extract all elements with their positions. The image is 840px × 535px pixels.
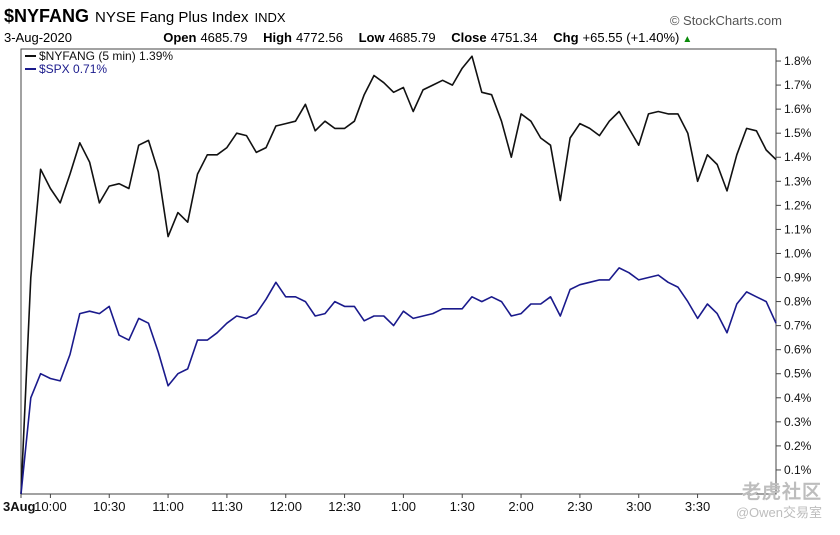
- watermark-brand: 老虎社区: [741, 482, 822, 503]
- y-tick-label: 1.3%: [784, 174, 812, 188]
- y-tick-label: 1.8%: [784, 54, 812, 68]
- y-axis: 0.1% 0.2% 0.3% 0.4% 0.5% 0.6% 0.7% 0.8% 0.9% 1.0%…: [776, 54, 812, 477]
- x-tick-label: 2:30: [567, 499, 592, 514]
- x-tick-label: 3Aug: [3, 499, 36, 514]
- y-tick-label: 0.3%: [784, 415, 812, 429]
- y-tick-label: 0.1%: [784, 463, 812, 477]
- y-tick-label: 1.6%: [784, 102, 812, 116]
- legend-label: $SPX 0.71%: [39, 62, 107, 76]
- stat-chg-value: +65.55 (+1.40%): [582, 30, 680, 45]
- y-tick-label: 1.7%: [784, 78, 812, 92]
- y-tick-label: 1.0%: [784, 246, 812, 260]
- chart-header-title-row: $NYFANG NYSE Fang Plus Index INDX: [4, 6, 286, 30]
- chart-header-stats-row: 3-Aug-2020 Open 4685.79 High 4772.56 Low 46…: [4, 30, 692, 48]
- stat-high-label: High: [263, 30, 292, 45]
- watermark: 老虎社区 @Owen交易室: [736, 483, 822, 523]
- x-tick-label: 3:00: [626, 499, 651, 514]
- y-tick-label: 1.5%: [784, 126, 812, 140]
- exchange-label: INDX: [254, 10, 286, 25]
- x-tick-label: 11:00: [152, 499, 184, 514]
- symbol-title: $NYFANG: [4, 6, 90, 26]
- x-tick-label: 3:30: [685, 499, 710, 514]
- x-tick-label: 1:30: [450, 499, 475, 514]
- stat-open-label: Open: [163, 30, 197, 45]
- x-tick-label: 10:00: [34, 499, 67, 514]
- y-tick-label: 0.7%: [784, 319, 812, 333]
- series-line-nyfang[interactable]: [20, 55, 777, 495]
- stat-low-label: Low: [358, 30, 385, 45]
- stat-high-value: 4772.56: [295, 30, 343, 45]
- x-tick-label: 11:30: [211, 499, 243, 514]
- x-tick-label: 2:00: [508, 499, 533, 514]
- y-tick-label: 0.5%: [784, 367, 812, 381]
- y-tick-label: 0.9%: [784, 271, 812, 285]
- y-tick-label: 1.2%: [784, 198, 812, 212]
- series-line-spx[interactable]: [20, 267, 777, 495]
- index-name: NYSE Fang Plus Index: [95, 9, 249, 26]
- source-brand[interactable]: © StockCharts.com: [669, 13, 782, 28]
- y-tick-label: 0.6%: [784, 343, 812, 357]
- legend-label: $NYFANG (5 min) 1.39%: [39, 49, 173, 63]
- series-group: [20, 55, 777, 495]
- stat-chg-label: Chg: [553, 30, 579, 45]
- stat-low-value: 4685.79: [388, 30, 436, 45]
- y-tick-label: 0.8%: [784, 295, 812, 309]
- stat-open-value: 4685.79: [200, 30, 248, 45]
- date-label: 3-Aug-2020: [4, 30, 72, 45]
- x-tick-label: 12:00: [269, 499, 302, 514]
- x-tick-label: 12:30: [328, 499, 361, 514]
- stat-close-value: 4751.34: [490, 30, 538, 45]
- chart-legend: $NYFANG (5 min) 1.39%$SPX 0.71%: [25, 49, 173, 76]
- stat-close-label: Close: [451, 30, 487, 45]
- up-arrow-icon: ▲: [682, 34, 693, 45]
- x-tick-label: 10:30: [93, 499, 126, 514]
- y-tick-label: 1.1%: [784, 222, 812, 236]
- y-tick-label: 0.4%: [784, 391, 812, 405]
- y-tick-label: 1.4%: [784, 150, 812, 164]
- watermark-author: @Owen交易室: [735, 505, 822, 520]
- y-tick-label: 0.2%: [784, 439, 812, 453]
- plot-frame: [20, 48, 777, 495]
- x-tick-label: 1:00: [391, 499, 416, 514]
